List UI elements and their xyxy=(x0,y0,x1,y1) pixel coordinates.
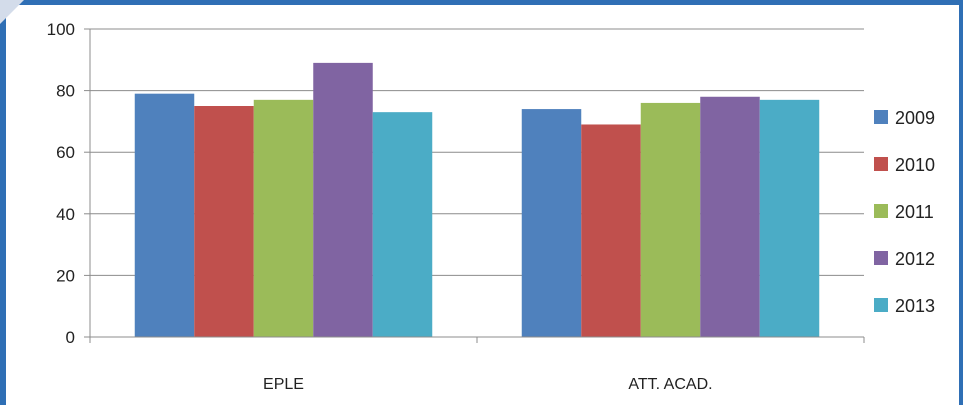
y-tick-label: 0 xyxy=(66,328,75,347)
y-tick-label: 80 xyxy=(56,82,75,101)
bar-2009-eple xyxy=(134,93,195,338)
y-tick-label: 60 xyxy=(56,143,75,162)
legend-label-2010: 2010 xyxy=(895,155,935,175)
bar-2012-eple xyxy=(313,62,373,337)
legend-swatch-2012 xyxy=(874,251,888,265)
y-tick-label: 100 xyxy=(47,20,75,39)
bars xyxy=(134,62,820,338)
legend-label-2013: 2013 xyxy=(895,296,935,316)
axes xyxy=(89,29,865,343)
legend-swatch-2010 xyxy=(874,157,888,171)
legend-swatch-2013 xyxy=(874,298,888,312)
bar-2011-att-acad xyxy=(640,102,701,337)
category-label: EPLE xyxy=(263,376,304,393)
category-labels: EPLE ATT. ACAD. xyxy=(263,376,713,393)
category-label: ATT. ACAD. xyxy=(628,376,712,393)
legend-swatch-2011 xyxy=(874,204,888,218)
y-tick-label: 20 xyxy=(56,266,75,285)
bar-2011-eple xyxy=(253,99,314,337)
y-axis-ticks: 0 20 40 60 80 100 xyxy=(47,20,90,347)
corner-decoration xyxy=(0,0,24,24)
bar-2012-att-acad xyxy=(700,96,760,337)
legend-label-2011: 2011 xyxy=(895,202,934,222)
bar-2013-eple xyxy=(372,112,433,337)
legend-swatch-2009 xyxy=(874,110,888,124)
bar-2013-att-acad xyxy=(759,99,820,337)
bar-2009-att-acad xyxy=(521,109,582,337)
legend: 2009 2010 2011 2012 2013 xyxy=(874,108,935,316)
y-tick-label: 40 xyxy=(56,205,75,224)
legend-label-2009: 2009 xyxy=(895,108,935,128)
legend-label-2012: 2012 xyxy=(895,249,935,269)
bar-2010-att-acad xyxy=(581,124,641,337)
bar-2010-eple xyxy=(194,106,254,337)
